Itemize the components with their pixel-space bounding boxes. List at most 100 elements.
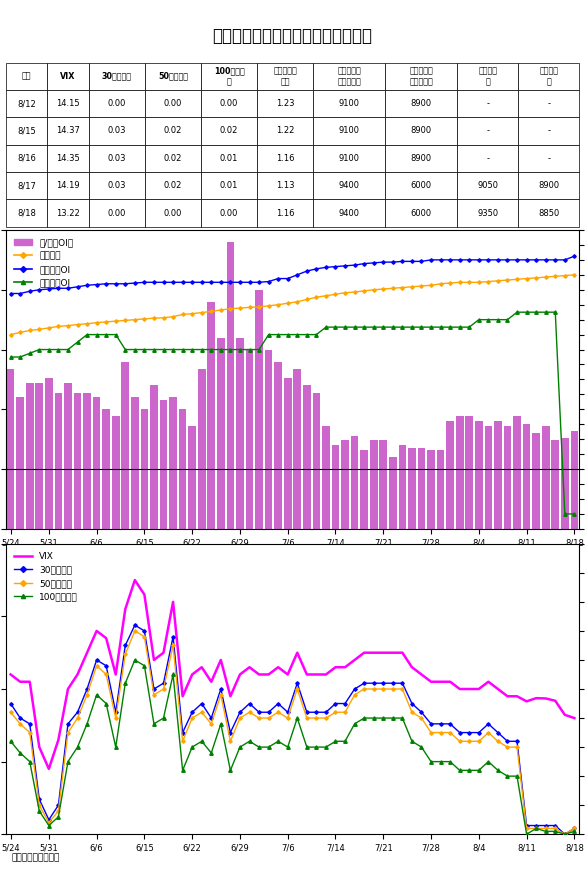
Bar [45,378,53,708]
Text: 1.22: 1.22 [276,127,294,136]
Text: 買權最大未
平倉履約價: 買權最大未 平倉履約價 [338,67,361,86]
Bar [257,90,313,117]
Bar [26,383,33,708]
Bar [518,63,579,90]
Text: 9100: 9100 [339,154,360,163]
Text: 0.01: 0.01 [220,182,238,190]
Text: -: - [486,99,489,108]
Text: -: - [547,127,550,136]
Bar [313,63,385,90]
Bar [313,199,385,227]
Bar [7,368,15,708]
Bar [274,362,282,708]
Text: 1.23: 1.23 [276,99,294,108]
Text: 8900: 8900 [411,154,432,163]
Text: 0.00: 0.00 [108,99,126,108]
Bar [518,199,579,227]
Text: 賣買權未平
倉比: 賣買權未平 倉比 [273,67,297,86]
Text: 9350: 9350 [477,209,498,217]
Bar [494,421,502,708]
Text: 迎賣權最
大: 迎賣權最 大 [539,67,558,86]
Bar [532,434,540,708]
Bar [457,144,518,172]
Bar [89,117,145,144]
Bar [513,416,521,708]
Text: 0.00: 0.00 [220,99,238,108]
Bar [552,441,559,708]
Bar [332,445,339,708]
Bar [466,416,473,708]
Text: 8900: 8900 [411,127,432,136]
Text: -: - [486,154,489,163]
Bar [437,450,445,708]
Text: 1.13: 1.13 [276,182,294,190]
Bar [93,397,101,708]
Bar [313,117,385,144]
Bar [523,424,531,708]
Text: 0.02: 0.02 [164,182,182,190]
Bar [561,438,569,708]
Text: 6000: 6000 [411,182,432,190]
Bar [246,349,253,708]
Text: 8/12: 8/12 [17,99,36,108]
Bar [385,144,457,172]
Bar [89,63,145,90]
Bar [89,144,145,172]
Bar [6,144,47,172]
Bar [257,117,313,144]
Text: 9100: 9100 [339,127,360,136]
Bar [475,421,483,708]
Bar [89,90,145,117]
Bar [112,416,119,708]
Text: 0.00: 0.00 [220,209,238,217]
Bar [16,397,24,708]
Text: 14.35: 14.35 [56,154,80,163]
Text: 0.03: 0.03 [108,127,126,136]
Bar [6,117,47,144]
Text: 14.37: 14.37 [56,127,80,136]
Bar [294,368,301,708]
Bar [457,199,518,227]
Bar [312,393,320,708]
Bar [504,426,511,708]
Bar [446,421,454,708]
Bar [257,144,313,172]
Text: 0.00: 0.00 [164,99,182,108]
Text: 1.16: 1.16 [276,209,294,217]
Bar [398,445,406,708]
Bar [64,383,72,708]
Bar [54,393,62,708]
Bar [208,302,215,708]
Text: 0.00: 0.00 [108,209,126,217]
Bar [201,117,257,144]
Bar [457,90,518,117]
Bar [47,63,89,90]
Bar [257,199,313,227]
Bar [518,90,579,117]
Bar [198,368,205,708]
Text: 0.03: 0.03 [108,182,126,190]
Bar [313,144,385,172]
Bar [74,393,81,708]
Bar [36,383,43,708]
Bar [6,172,47,199]
Bar [160,400,167,708]
Bar [179,409,187,708]
Bar [418,448,425,708]
Text: 14.19: 14.19 [56,182,80,190]
Bar [457,172,518,199]
Legend: VIX, 30日百分位, 50日百分位, 100日百分位: VIX, 30日百分位, 50日百分位, 100日百分位 [11,548,82,605]
Text: 9100: 9100 [339,99,360,108]
Bar [169,397,177,708]
Text: VIX: VIX [60,72,75,81]
Bar [456,416,463,708]
Text: 賣權最大未
平倉履約價: 賣權最大未 平倉履約價 [410,67,433,86]
Bar [351,435,359,708]
Bar [457,63,518,90]
Bar [257,63,313,90]
Bar [6,63,47,90]
Bar [201,90,257,117]
Bar [484,426,492,708]
Bar [6,199,47,227]
Bar [145,117,201,144]
